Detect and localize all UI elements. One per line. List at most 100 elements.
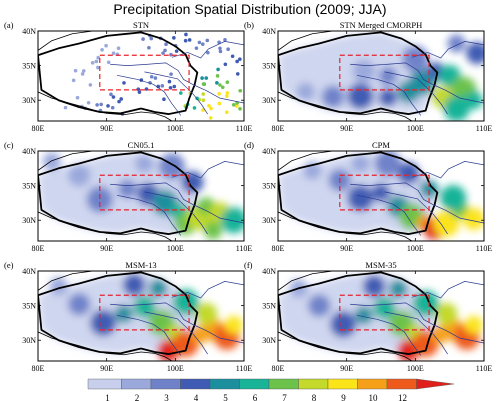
field-sample [204,221,223,240]
panel-title: CN05.1 [128,140,155,150]
station-point [208,116,213,120]
station-point [184,32,188,37]
panel-frame [277,30,485,122]
station-point [162,97,166,101]
x-tick-label: 100E [167,124,184,133]
y-tick-label: 35N [262,302,276,311]
field-sample [220,207,244,234]
station-point [63,105,68,110]
river-line [116,314,182,356]
x-tick-label: 110E [476,364,493,373]
station-point [94,59,99,64]
station-point [207,104,211,108]
river-line [384,311,448,355]
x-tick-label: 100E [407,244,424,253]
station-point [206,50,210,55]
y-tick-label: 40N [22,147,36,156]
x-tick-label: 110E [476,124,493,133]
field-sample [433,210,460,237]
panel-b: 80E 90E 100E 110E 40N 35N 30N (b) STN Merged CMO… [244,20,492,133]
border-line [278,151,333,171]
station-point [224,110,229,115]
station-point [238,88,242,93]
station-point [106,104,110,108]
panel-d-field [278,151,484,241]
station-point [225,80,230,84]
field-sample [402,45,429,72]
station-point [225,91,230,95]
station-point [100,47,104,52]
y-tick-label: 40N [262,147,276,156]
station-point [136,87,141,91]
station-point [172,36,176,40]
field-sample [123,273,146,296]
station-point [137,90,142,94]
field-sample [347,83,374,110]
field-sample [351,154,370,173]
panel-bg [38,31,244,121]
x-tick-label: 90E [100,364,113,373]
field-sample [397,162,420,185]
river-line [116,74,182,116]
panel-a-field [38,31,244,121]
station-point [215,81,219,85]
y-tick-label: 35N [262,182,276,191]
panel-label: (f) [244,260,253,270]
river-line [384,191,448,235]
station-point [153,76,158,80]
x-tick-label: 90E [340,244,353,253]
region-box [339,174,430,211]
x-tick-label: 100E [407,124,424,133]
station-point [215,74,220,78]
colorbar-segment [180,378,211,390]
station-point [111,51,116,55]
station-point [96,55,100,60]
river-line [411,281,484,299]
field-sample [443,95,470,121]
panel-title: CPM [372,140,390,150]
station-point [122,81,126,85]
y-tick-label: 30N [22,96,36,105]
field-sample [114,304,133,323]
colorbar-segment [209,378,240,390]
panel-f: 80E 90E 100E 110E 40N 35N 30N (f) MSM-35 [244,260,492,373]
station-point [218,49,223,54]
panel-e: 80E 90E 100E 110E 40N 35N 30N (e) MSM-13 [4,260,252,373]
x-tick-label: 110E [236,124,253,133]
river-line [110,62,244,104]
station-point [119,97,123,101]
y-tick-label: 35N [262,62,276,71]
station-point [197,40,202,45]
colorbar-tick-label: 4 [194,393,199,401]
river-line [144,71,208,115]
colorbar-tick-label: 6 [253,393,258,401]
field-sample [435,302,458,325]
station-point [147,45,151,50]
y-tick-label: 40N [262,27,276,36]
region-box [339,294,430,331]
river-line [384,71,448,115]
region-box [339,54,430,91]
colorbar-segment [150,378,181,390]
field-sample [133,296,156,318]
colorbar-segment [268,378,299,390]
field-sample [440,185,467,212]
panel-c: 80E 90E 100E 110E 40N 35N 30N (c) CN05.1 [4,140,252,253]
field-sample [330,311,357,338]
station-point [218,83,222,87]
colorbar-segment [121,378,152,390]
station-point [187,38,192,42]
border-line [38,331,173,361]
river-line [171,281,244,299]
y-tick-label: 35N [22,182,36,191]
station-point [104,43,108,48]
station-point [217,40,221,45]
y-tick-label: 40N [262,267,276,276]
field-sample [372,183,390,202]
field-sample [118,180,137,199]
station-point [192,106,197,110]
x-tick-label: 80E [272,124,285,133]
station-point [99,102,103,107]
field-sample [347,185,374,212]
